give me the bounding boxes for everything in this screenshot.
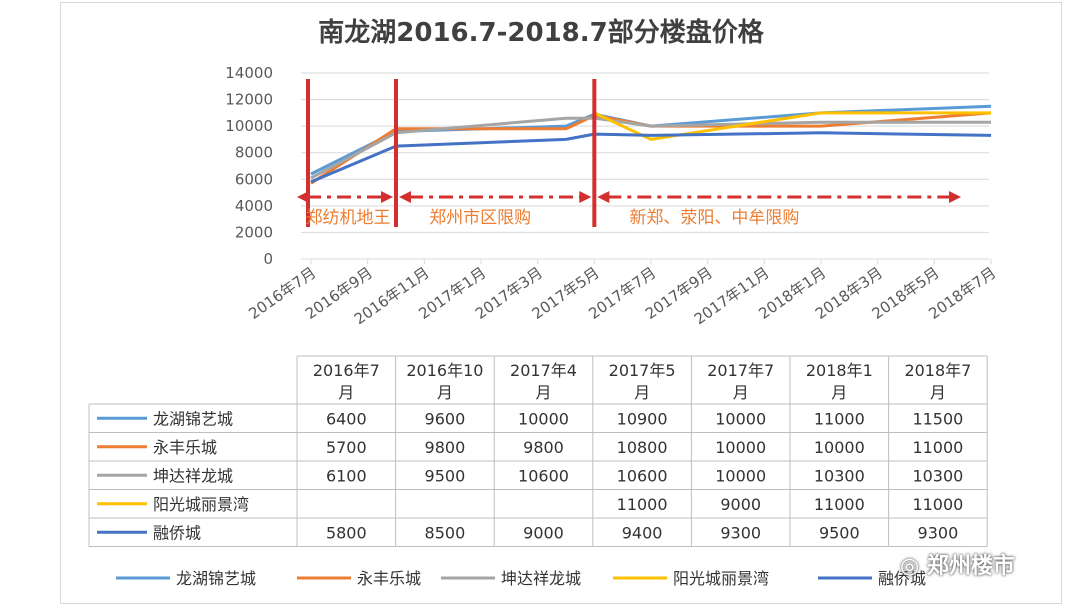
row-name: 永丰乐城 [153,438,217,457]
period-annotation: 郑州市区限购 [429,208,531,228]
table-cell: 8500 [425,523,466,542]
table-cell: 10300 [814,466,865,485]
y-tick-label: 0 [263,250,273,268]
table-cell: 11000 [912,495,963,514]
table-cell: 10000 [715,409,766,428]
row-name: 阳光城丽景湾 [153,495,249,514]
table-cell: 10300 [912,466,963,485]
legend-label: 融侨城 [878,569,926,588]
table-cell: 10900 [617,409,668,428]
table-cell: 10000 [715,438,766,457]
table-cell: 11000 [814,409,865,428]
y-tick-label: 2000 [235,223,273,241]
table-cell: 11000 [617,495,668,514]
table-cell: 9800 [523,438,564,457]
legend-label: 龙湖锦艺城 [176,569,256,588]
table-cell: 10000 [518,409,569,428]
table-header: 2018年1 [806,361,873,380]
table-cell: 10600 [617,466,668,485]
y-tick-label: 4000 [235,197,273,215]
series-line [310,116,991,180]
arrow-head-right [579,191,592,203]
y-tick-label: 14000 [225,64,273,82]
wechat-icon: ◎ [900,554,920,579]
table-cell: 10800 [617,438,668,457]
watermark: ◎ 郑州楼市 [900,548,1050,579]
table-cell: 9000 [523,523,564,542]
table-header: 2017年4 [510,361,577,380]
y-tick-label: 12000 [225,91,273,109]
table-cell: 5800 [326,523,367,542]
table-cell: 11000 [912,438,963,457]
series-line [593,111,991,141]
y-tick-label: 10000 [225,117,273,135]
table-header: 月 [437,383,453,402]
y-tick-label: 8000 [235,144,273,162]
table-cell: 11000 [814,495,865,514]
table-header: 月 [831,383,847,402]
chart-canvas: 南龙湖2016.7-2018.7部分楼盘价格 0 2000 4000 6000 8000… [88,17,999,588]
table-header: 月 [338,383,354,402]
table-cell: 9400 [622,523,663,542]
period-annotation: 郑纺机地王 [306,208,391,228]
table-cell: 10600 [518,466,569,485]
row-name: 融侨城 [153,523,201,542]
table-header: 2017年5 [609,361,676,380]
table-cell: 6100 [326,466,367,485]
table-cell: 10000 [715,466,766,485]
table-header: 2018年7 [904,361,971,380]
table-header: 月 [733,383,749,402]
table-cell: 11500 [912,409,963,428]
legend-label: 坤达祥龙城 [501,569,581,588]
table-header: 2016年7 [313,361,380,380]
table-cell: 9800 [425,438,466,457]
table-cell: 9300 [918,523,959,542]
table-cell: 6400 [326,409,367,428]
table-header: 月 [634,383,650,402]
period-annotation: 新郑、荥阳、中牟限购 [629,208,799,228]
table-cell: 9500 [425,466,466,485]
table-header: 月 [930,383,946,402]
table-header: 2017年7 [707,361,774,380]
legend-label: 永丰乐城 [357,569,421,588]
arrow-head-right [381,191,393,203]
table-cell: 9500 [819,523,860,542]
arrow-head-left [399,191,411,203]
arrow-head-left [297,191,309,203]
table-header: 2016年10 [406,361,483,380]
table-cell: 9600 [425,409,466,428]
table-header: 月 [535,383,551,402]
table-cell: 9000 [720,495,761,514]
arrow-head-left [597,191,610,203]
watermark-text: 郑州楼市 [926,554,1015,579]
chart-frame: 南龙湖2016.7-2018.7部分楼盘价格 0 2000 4000 6000 8000… [60,2,1062,604]
table-cell: 10000 [814,438,865,457]
chart-title: 南龙湖2016.7-2018.7部分楼盘价格 [318,17,764,48]
legend-label: 阳光城丽景湾 [673,569,769,588]
table-cell: 9300 [720,523,761,542]
y-tick-label: 6000 [235,170,273,188]
arrow-head-right [949,191,961,203]
row-name: 坤达祥龙城 [153,466,233,485]
row-name: 龙湖锦艺城 [153,409,233,428]
table-cell: 5700 [326,438,367,457]
